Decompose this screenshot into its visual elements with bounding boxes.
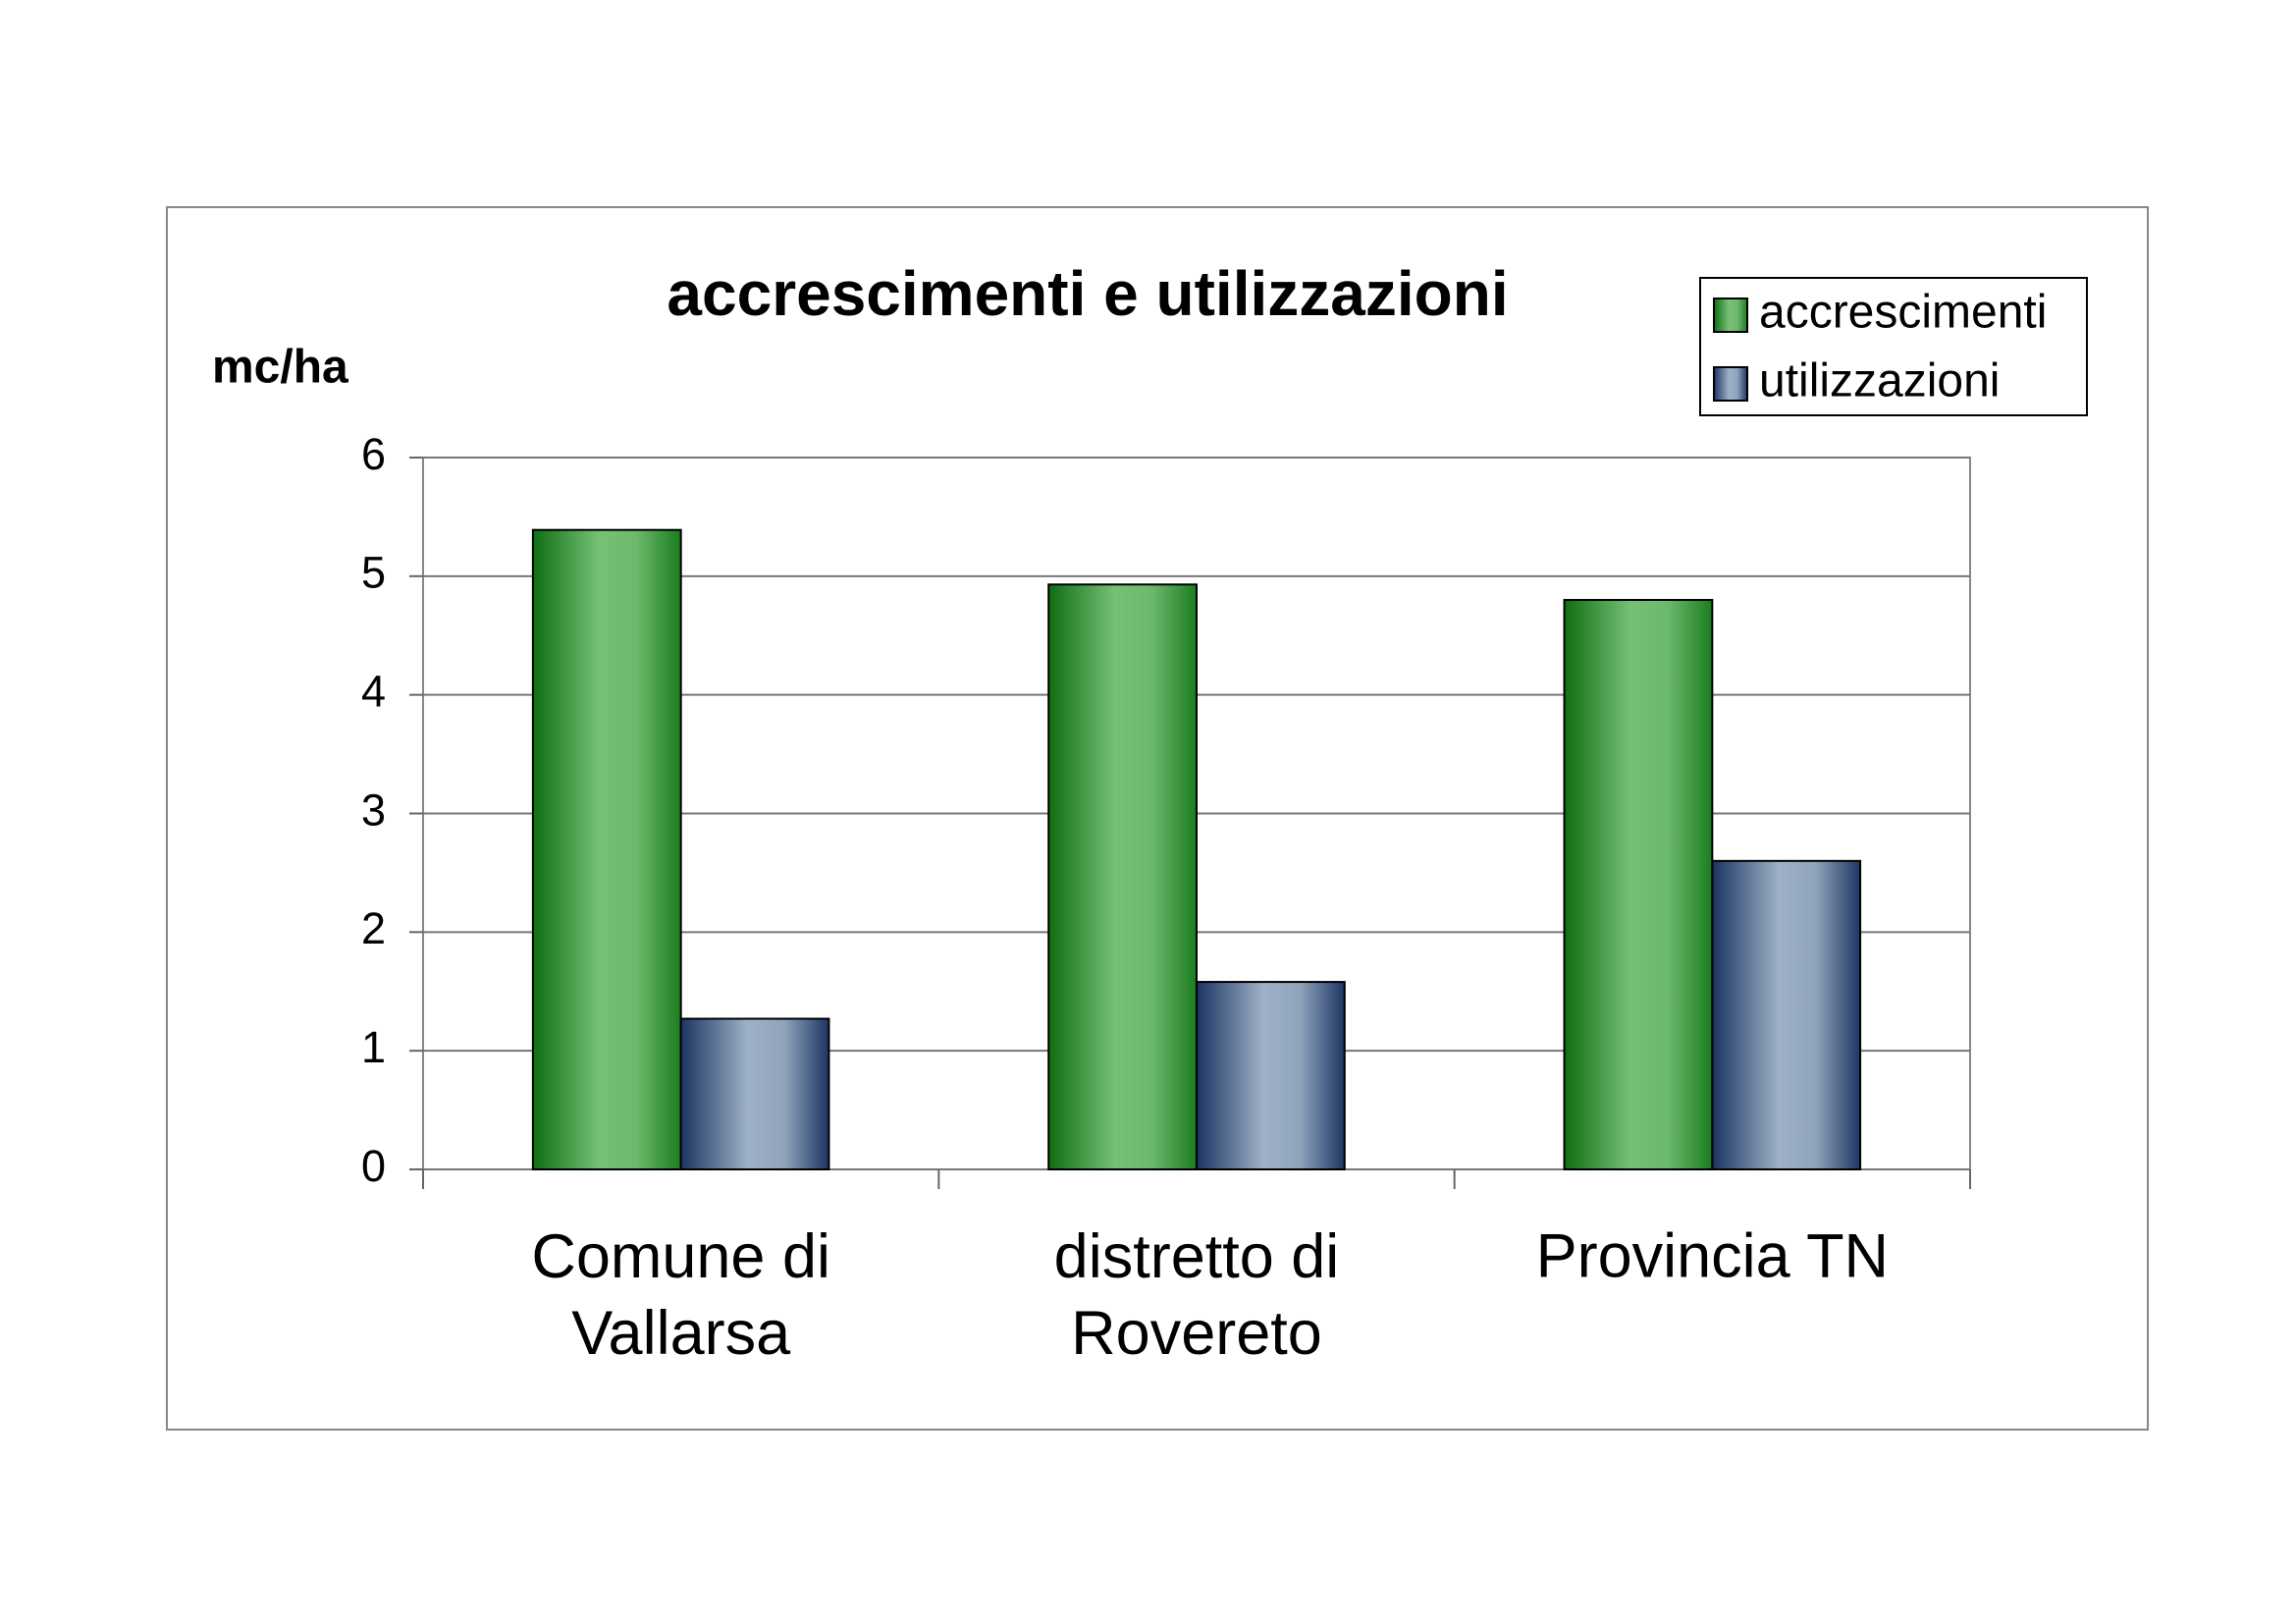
bar <box>1563 599 1714 1170</box>
y-tick-label: 1 <box>361 1022 386 1072</box>
bar <box>531 528 682 1170</box>
bar <box>1711 859 1862 1170</box>
legend-swatch <box>1713 366 1748 402</box>
y-tick-label: 2 <box>361 903 386 953</box>
x-tick-label: distretto di Rovereto <box>1054 1222 1340 1368</box>
y-tick-label: 5 <box>361 548 386 598</box>
legend-label: accrescimenti <box>1759 287 2047 339</box>
x-tick-label: Comune di Vallarsa <box>531 1222 830 1368</box>
y-axis-label: mc/ha <box>212 342 348 394</box>
legend-swatch <box>1713 298 1748 333</box>
y-tick-label: 3 <box>361 785 386 835</box>
legend-label: utilizzazioni <box>1759 355 2000 407</box>
bar <box>679 1017 830 1170</box>
legend-box <box>1699 277 2088 416</box>
y-tick-label: 0 <box>361 1141 386 1191</box>
y-tick-label: 4 <box>361 667 386 717</box>
chart-title: accrescimenti e utilizzazioni <box>667 258 1508 329</box>
x-tick-label: Provincia TN <box>1536 1222 1889 1291</box>
y-tick-label: 6 <box>361 429 386 479</box>
bar <box>1047 583 1199 1170</box>
bar <box>1196 981 1346 1170</box>
